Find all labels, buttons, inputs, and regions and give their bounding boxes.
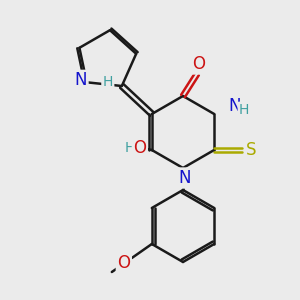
Text: O: O [193,55,206,73]
Text: O: O [117,254,130,272]
Text: H: H [103,75,113,89]
Text: H: H [239,103,249,117]
Text: S: S [246,141,256,159]
Text: O: O [133,139,146,157]
Text: H: H [124,141,135,155]
Text: N: N [74,71,87,89]
Text: N: N [228,97,240,115]
Text: N: N [179,169,191,187]
